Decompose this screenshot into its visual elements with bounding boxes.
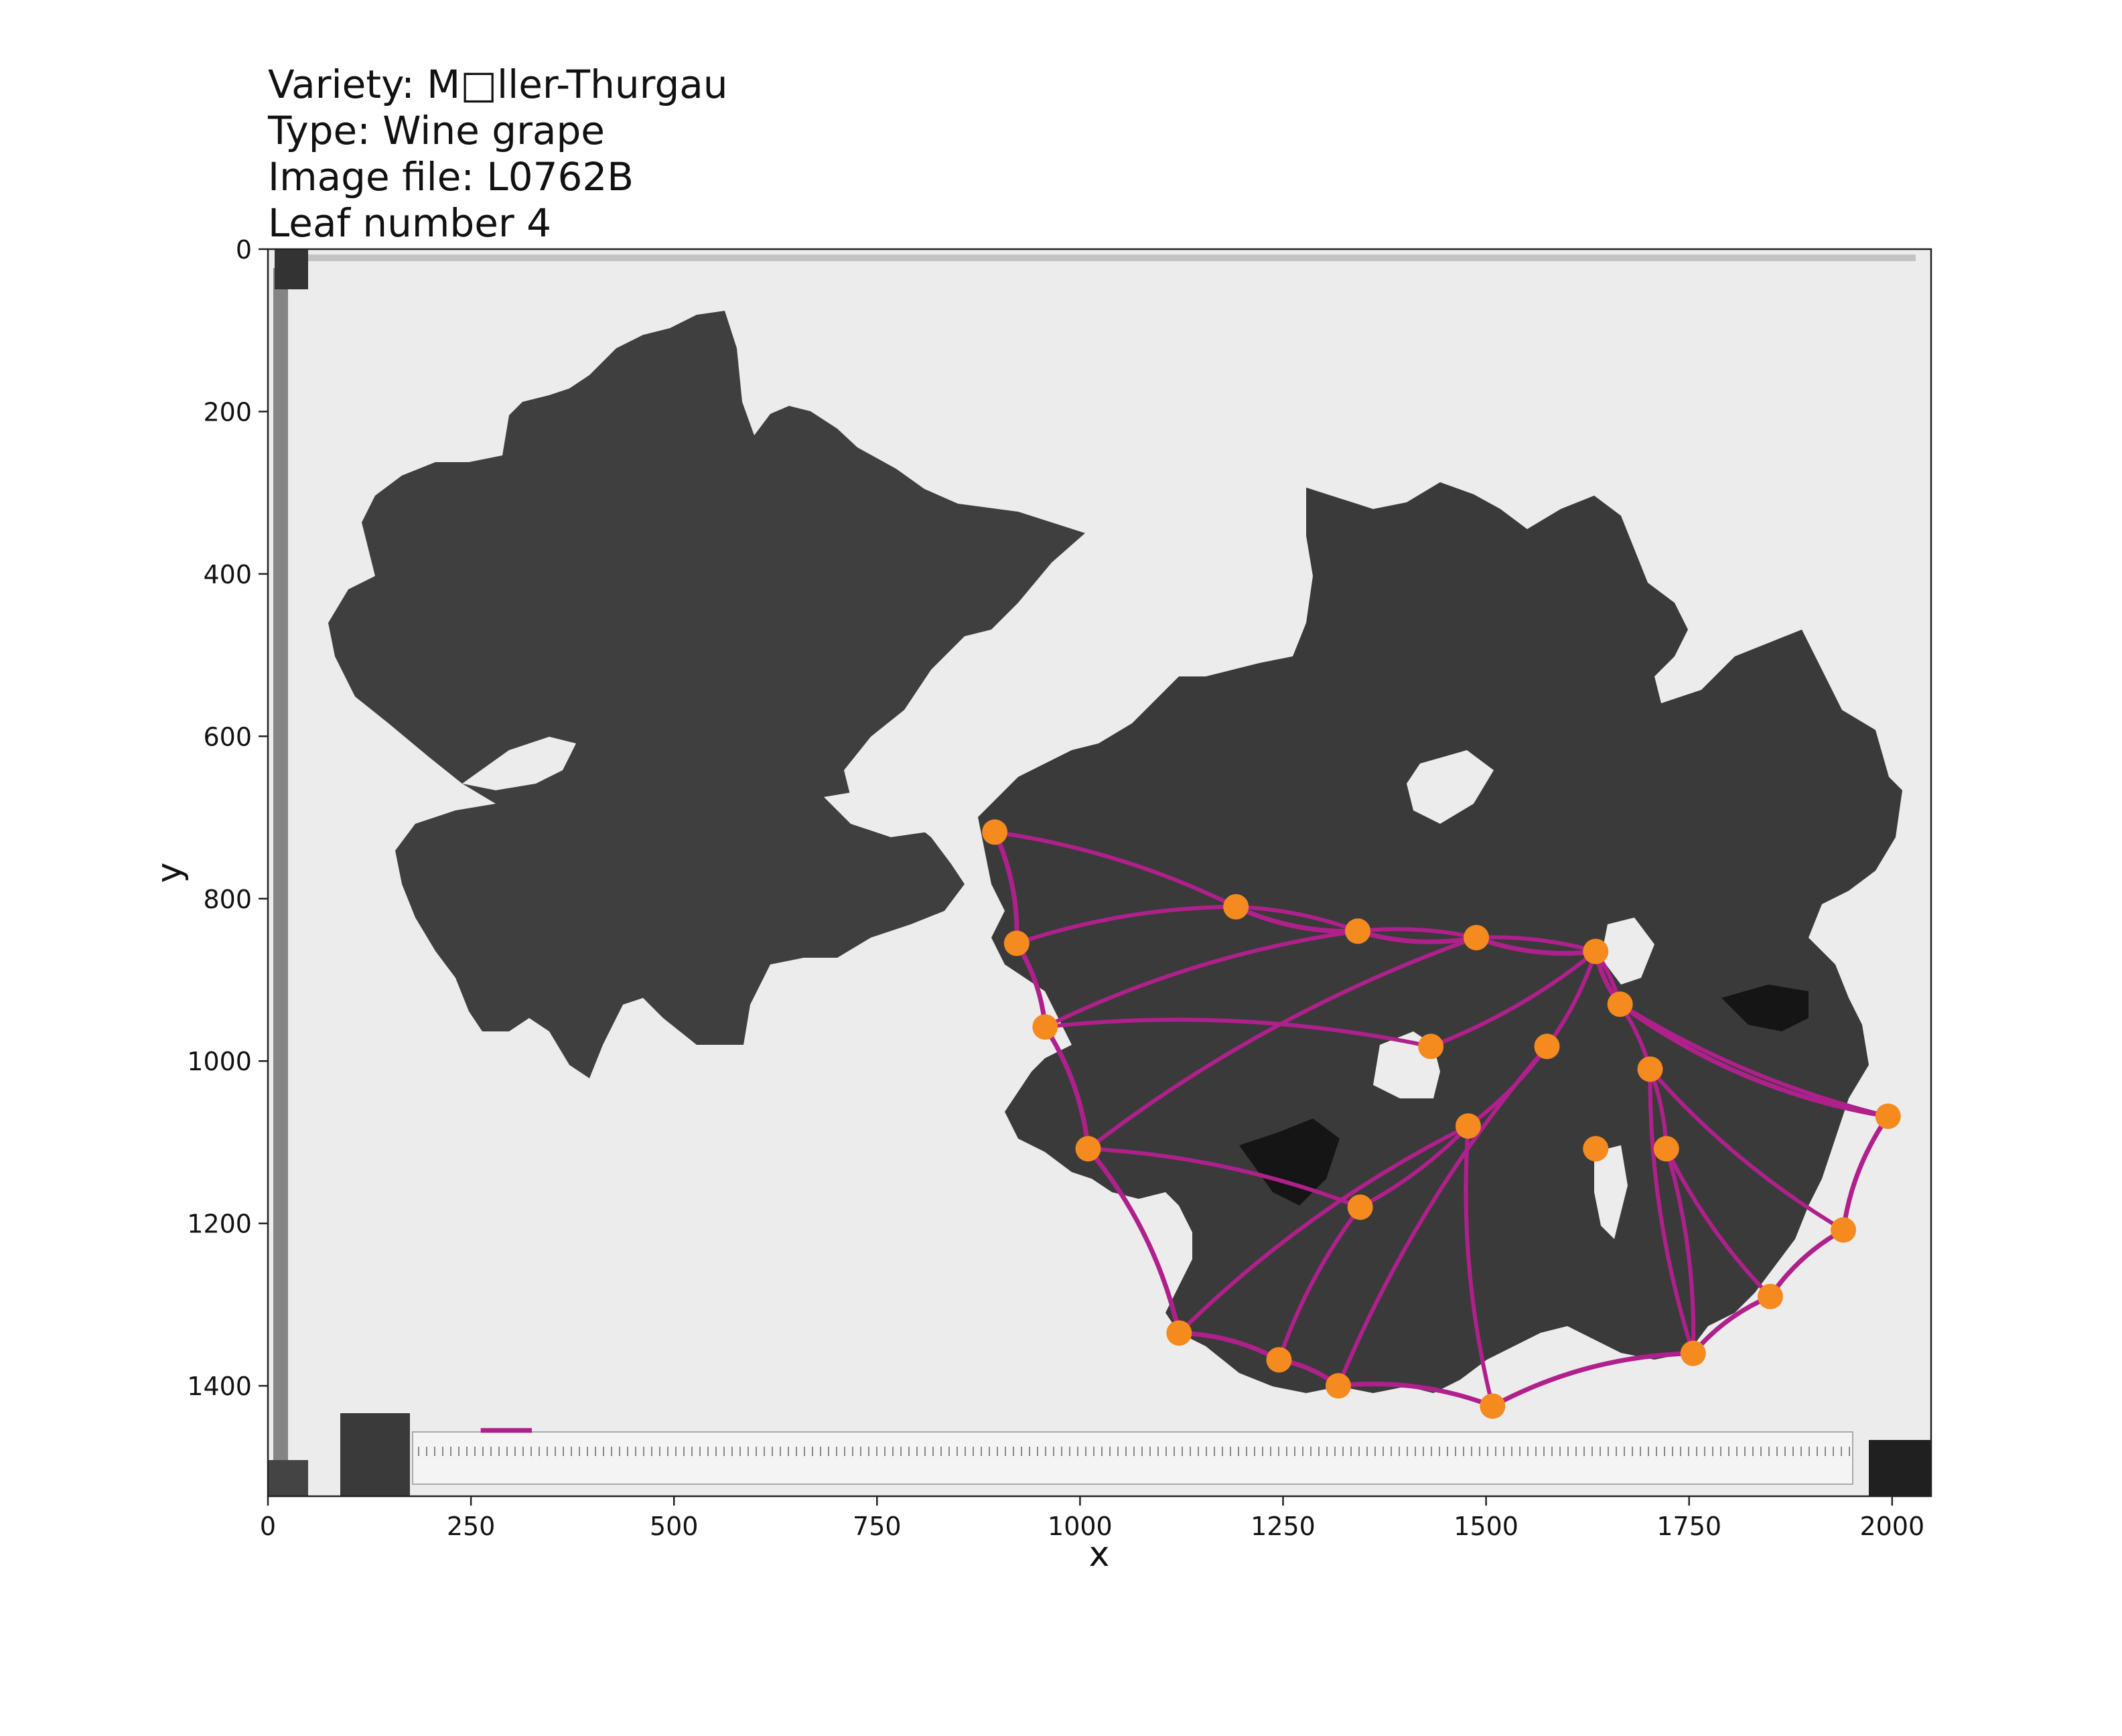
landmark-point xyxy=(1266,1347,1292,1373)
vein-line xyxy=(1430,950,1598,1049)
x-tick-label: 750 xyxy=(853,1512,902,1541)
title-line-type: Type: Wine grape xyxy=(268,108,605,153)
y-tick-label: 1000 xyxy=(187,1047,252,1076)
vein-line xyxy=(1359,1125,1470,1210)
left-leaf-shape xyxy=(328,311,1085,1078)
landmark-point xyxy=(1223,893,1249,920)
y-tick-label: 0 xyxy=(236,235,252,265)
y-axis: 0 200 400 600 800 1000 1200 1400 xyxy=(187,235,268,1401)
x-tick-label: 0 xyxy=(260,1512,276,1541)
vein-line xyxy=(1464,1126,1495,1407)
x-axis: 0 250 500 750 1000 1250 1500 1750 2000 xyxy=(260,1496,1924,1541)
landmark-point xyxy=(1653,1136,1679,1162)
vein-line xyxy=(1015,904,1236,946)
x-tick-label: 2000 xyxy=(1859,1512,1924,1541)
landmark-point xyxy=(1464,924,1490,950)
vein-line xyxy=(1088,1147,1361,1210)
landmark-point xyxy=(1455,1113,1481,1139)
landmark-point xyxy=(1607,991,1633,1017)
vein-line xyxy=(1664,1148,1696,1354)
y-tick-label: 1200 xyxy=(187,1210,252,1239)
landmark-point xyxy=(1418,1033,1444,1060)
landmark-point xyxy=(1325,1373,1351,1399)
landmark-point xyxy=(1831,1217,1857,1243)
landmark-point xyxy=(1680,1340,1706,1366)
landmark-point xyxy=(1534,1033,1560,1060)
y-tick-label: 800 xyxy=(203,885,252,914)
vein-line xyxy=(1619,1002,1889,1118)
vein-line xyxy=(1648,1068,1845,1232)
x-tick-label: 1000 xyxy=(1048,1512,1113,1541)
y-axis-label: y xyxy=(149,863,190,883)
vein-line xyxy=(994,830,1237,909)
plot-frame xyxy=(267,248,1932,1498)
y-tick-label: 600 xyxy=(203,722,252,751)
landmark-point xyxy=(1345,918,1371,944)
x-tick-label: 1750 xyxy=(1656,1512,1721,1541)
x-tick-label: 500 xyxy=(650,1512,699,1541)
landmark-point xyxy=(1032,1014,1058,1040)
landmark-point xyxy=(982,819,1008,845)
title-line-variety: Variety: M□ller-Thurgau xyxy=(268,62,728,107)
vein-line xyxy=(1648,1069,1695,1354)
title-line-image-file: Image file: L0762B xyxy=(268,154,634,200)
x-tick-label: 250 xyxy=(447,1512,496,1541)
vein-line xyxy=(1178,1124,1470,1335)
landmark-point xyxy=(1480,1393,1506,1419)
vein-line xyxy=(1044,1017,1431,1049)
vein-line xyxy=(1665,1147,1772,1298)
x-tick-label: 1250 xyxy=(1251,1512,1316,1541)
vein-line xyxy=(1086,936,1478,1151)
y-tick-label: 200 xyxy=(203,397,252,427)
annotation-overlay xyxy=(480,819,1901,1433)
x-axis-label: x xyxy=(1089,1534,1110,1575)
vein-line xyxy=(1357,927,1477,940)
x-tick-label: 1500 xyxy=(1454,1512,1518,1541)
landmark-point xyxy=(1875,1103,1901,1129)
landmark-point xyxy=(1583,1136,1609,1162)
landmark-point xyxy=(1757,1283,1783,1309)
vein-line xyxy=(1236,904,1359,934)
vein-line xyxy=(1476,935,1597,954)
y-tick-label: 400 xyxy=(203,560,252,589)
landmark-point xyxy=(1347,1194,1373,1220)
vein-line xyxy=(1467,1045,1549,1128)
landmark-point xyxy=(1583,938,1609,964)
title-line-leaf-number: Leaf number 4 xyxy=(268,200,552,246)
y-tick-label: 1400 xyxy=(187,1372,252,1401)
landmark-point xyxy=(1003,930,1030,956)
vein-line xyxy=(1044,929,1358,1029)
chart-title: Variety: M□ller-Thurgau Type: Wine grape… xyxy=(268,62,728,246)
landmark-point xyxy=(1166,1320,1192,1346)
landmark-point xyxy=(1075,1136,1101,1162)
landmark-point xyxy=(1637,1056,1663,1082)
vein-line xyxy=(1277,1206,1362,1361)
